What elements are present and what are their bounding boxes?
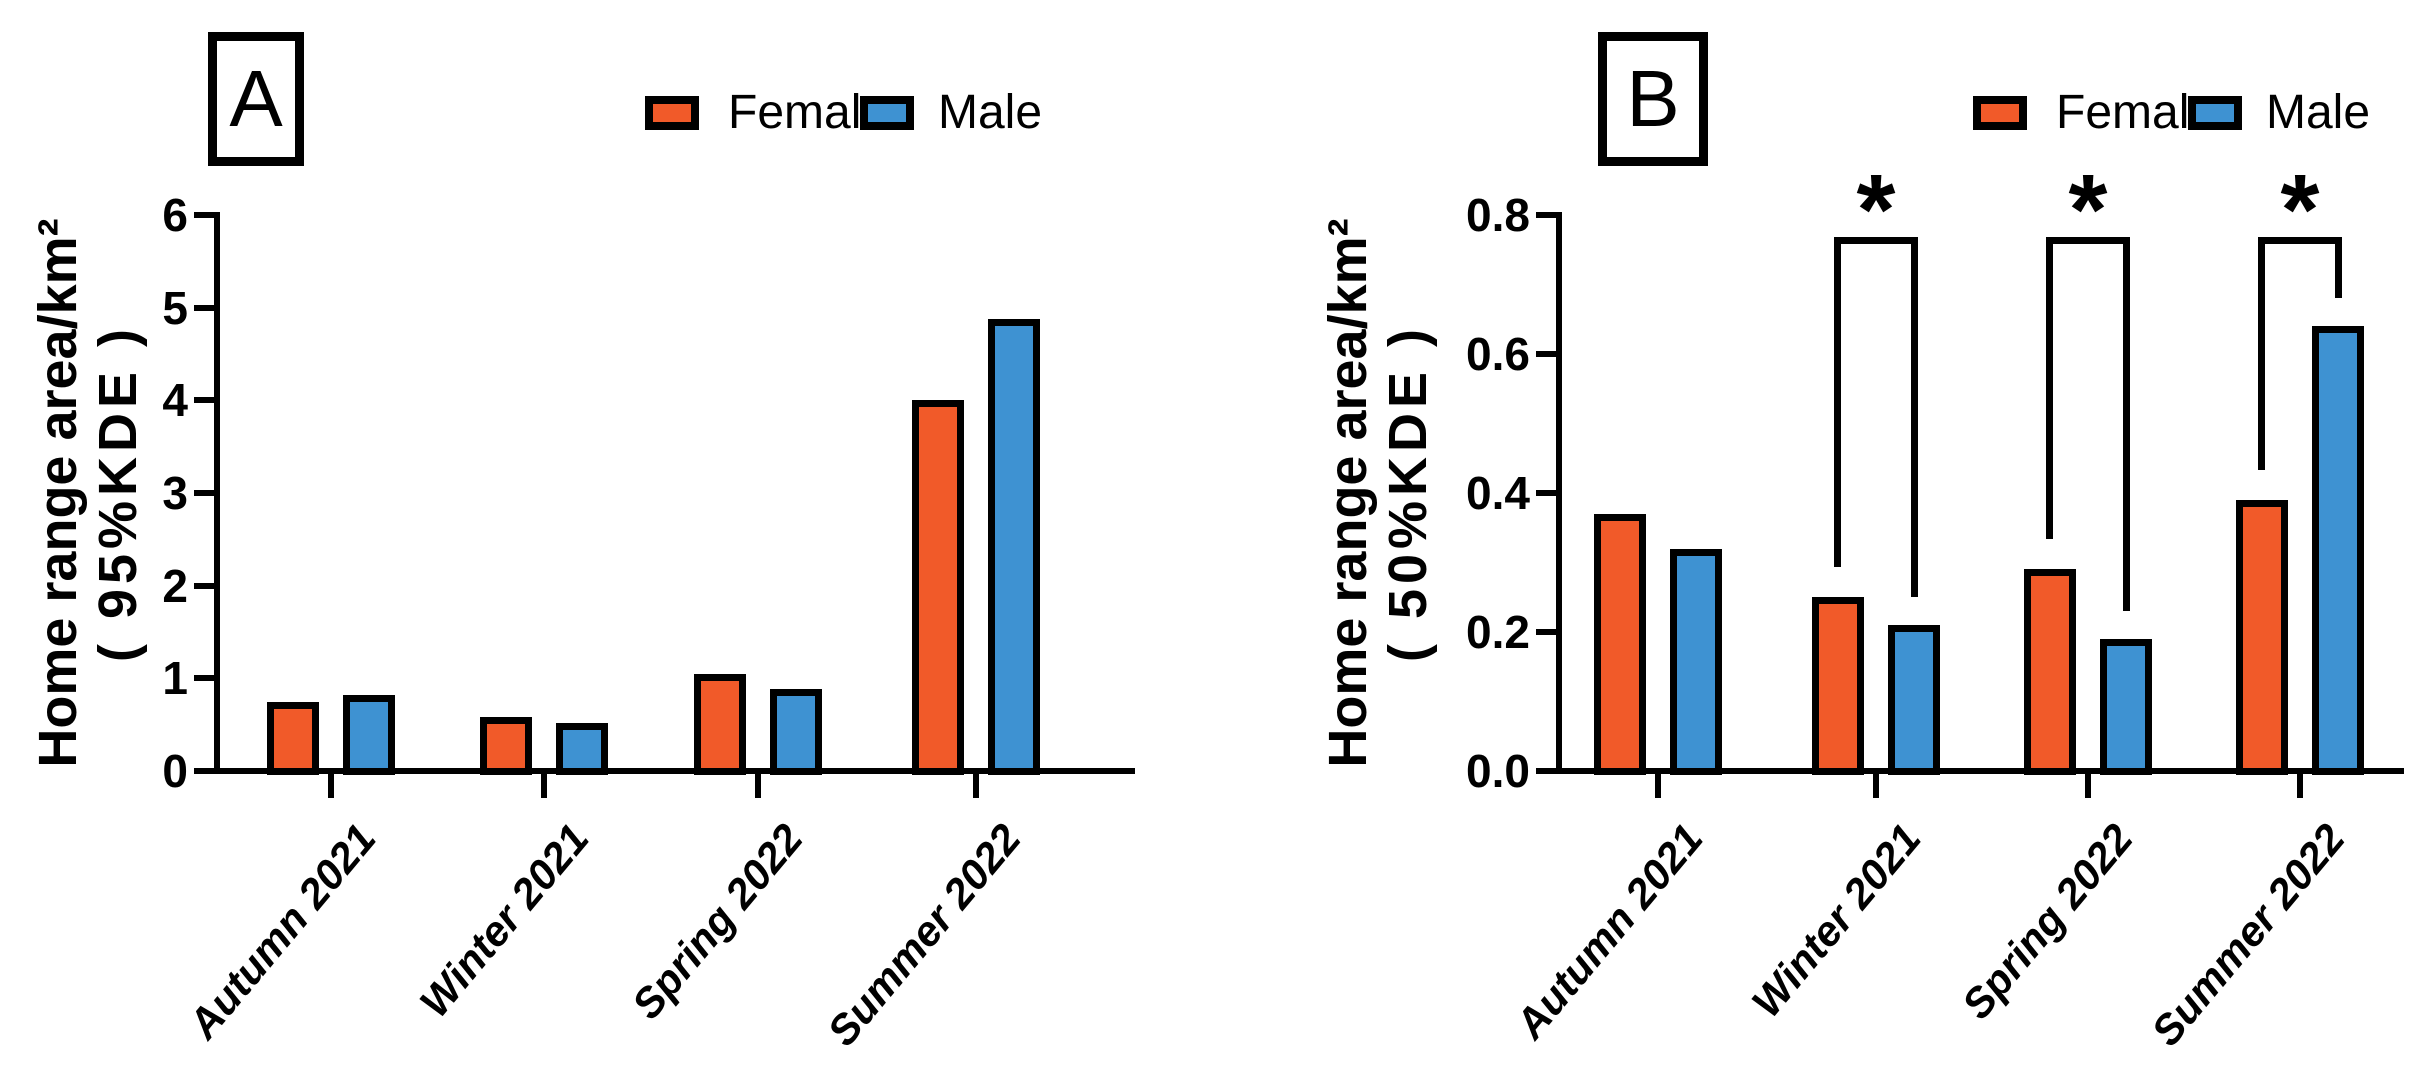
panel-a-bar-female-1 [480, 717, 532, 775]
panel-b-y-tick-label: 0.8 [1466, 189, 1530, 241]
panel-a-y-tick-label: 0 [162, 745, 188, 797]
panel-b-sig-bracket-left-1 [1834, 237, 1841, 568]
panel-a-bar-male-1 [556, 722, 608, 775]
panel-a-bar-male-2 [770, 688, 822, 775]
panel-b-y-tick [1536, 212, 1556, 218]
legend-a-female-swatch [645, 96, 699, 130]
panel-a-label: A [229, 54, 283, 143]
panel-b-y-tick-label: 0.2 [1466, 606, 1530, 658]
panel-b-x-tick [1873, 774, 1879, 798]
panel-a-y-tick-label: 1 [162, 652, 188, 705]
panel-b-sig-asterisk-1: * [1856, 154, 1896, 266]
panel-a-x-axis-line [207, 768, 1135, 774]
panel-b-y-tick-label: 0.0 [1466, 745, 1530, 797]
panel-a-bar-male-0 [343, 695, 395, 775]
panel-b-bar-male-3 [2312, 326, 2364, 775]
panel-a-y-tick [194, 212, 214, 218]
panel-a-x-tick [973, 774, 979, 798]
panel-a-x-tick [541, 774, 547, 798]
panel-b-y-tick-label: 0.4 [1466, 467, 1530, 519]
panel-b-label-box: B [1598, 32, 1708, 166]
panel-b-bar-male-0 [1670, 548, 1722, 775]
panel-a-label-box: A [208, 32, 304, 166]
panel-b-y-tick [1536, 629, 1556, 635]
panel-b-sig-bracket-left-3 [2258, 237, 2265, 470]
panel-a-bar-female-0 [267, 701, 319, 775]
panel-a-y-tick [194, 490, 214, 496]
panel-b-bar-female-3 [2236, 499, 2288, 775]
panel-a-bar-female-3 [912, 400, 964, 775]
panel-a-y-tick [194, 397, 214, 404]
legend-b-male-label: Male [2266, 86, 2371, 139]
panel-b-y-tick [1536, 351, 1556, 357]
panel-b-y-tick-label: 0.6 [1466, 328, 1530, 380]
panel-b-x-tick [2085, 774, 2091, 798]
legend-a-male-swatch [860, 96, 914, 130]
panel-b-sig-asterisk-3: * [2280, 154, 2320, 266]
panel-a-y-tick-label: 2 [162, 559, 188, 612]
panel-a-x-tick [755, 774, 761, 798]
panel-b-sig-bracket-right-1 [1911, 237, 1918, 598]
panel-b-x-tick [2297, 774, 2303, 798]
panel-b-sig-asterisk-2: * [2068, 154, 2108, 266]
panel-a-y-axis-line [214, 212, 220, 774]
panel-b-bar-male-1 [1888, 625, 1940, 775]
panel-a-y-tick [194, 582, 214, 589]
panel-b-bar-female-0 [1594, 513, 1646, 775]
panel-b-y-axis-line [1556, 212, 1562, 774]
legend-b-female-swatch [1973, 96, 2027, 130]
panel-b-sig-bracket-top-2 [2046, 237, 2130, 244]
legend-b-male-swatch [2188, 96, 2242, 130]
panel-b-sig-bracket-left-2 [2046, 237, 2053, 540]
panel-b-bar-female-2 [2024, 569, 2076, 775]
panel-a-y-tick-label: 3 [162, 467, 188, 519]
panel-b-x-axis-line [1549, 768, 2404, 774]
panel-b-label: B [1626, 54, 1680, 143]
panel-b-sig-bracket-top-3 [2258, 237, 2342, 244]
panel-b-x-category-label: Autumn 2021 [1506, 815, 1712, 1048]
panel-b-sig-bracket-right-2 [2123, 237, 2130, 611]
panel-b-bar-male-2 [2100, 638, 2152, 775]
panel-a-bar-male-3 [988, 318, 1040, 775]
panel-a-y-tick [194, 768, 214, 774]
panel-b-x-tick [1655, 774, 1661, 798]
panel-b-sig-bracket-top-1 [1834, 237, 1918, 244]
panel-b-sig-bracket-right-3 [2335, 237, 2342, 299]
panel-a-y-tick [194, 675, 214, 682]
legend-a-male-label: Male [938, 86, 1043, 139]
panel-a-y-tick-label: 4 [162, 374, 188, 427]
panel-a-x-category-label: Autumn 2021 [179, 815, 385, 1048]
panel-b-y-tick [1536, 490, 1556, 496]
panel-a-x-tick [328, 774, 334, 798]
panel-a-y-tick [194, 304, 214, 311]
panel-a-y-tick-label: 6 [162, 189, 188, 241]
panel-b-bar-female-1 [1812, 597, 1864, 775]
panel-b-y-tick [1536, 768, 1556, 774]
panel-a-bar-female-2 [694, 673, 746, 775]
panel-a-y-tick-label: 5 [162, 281, 188, 334]
